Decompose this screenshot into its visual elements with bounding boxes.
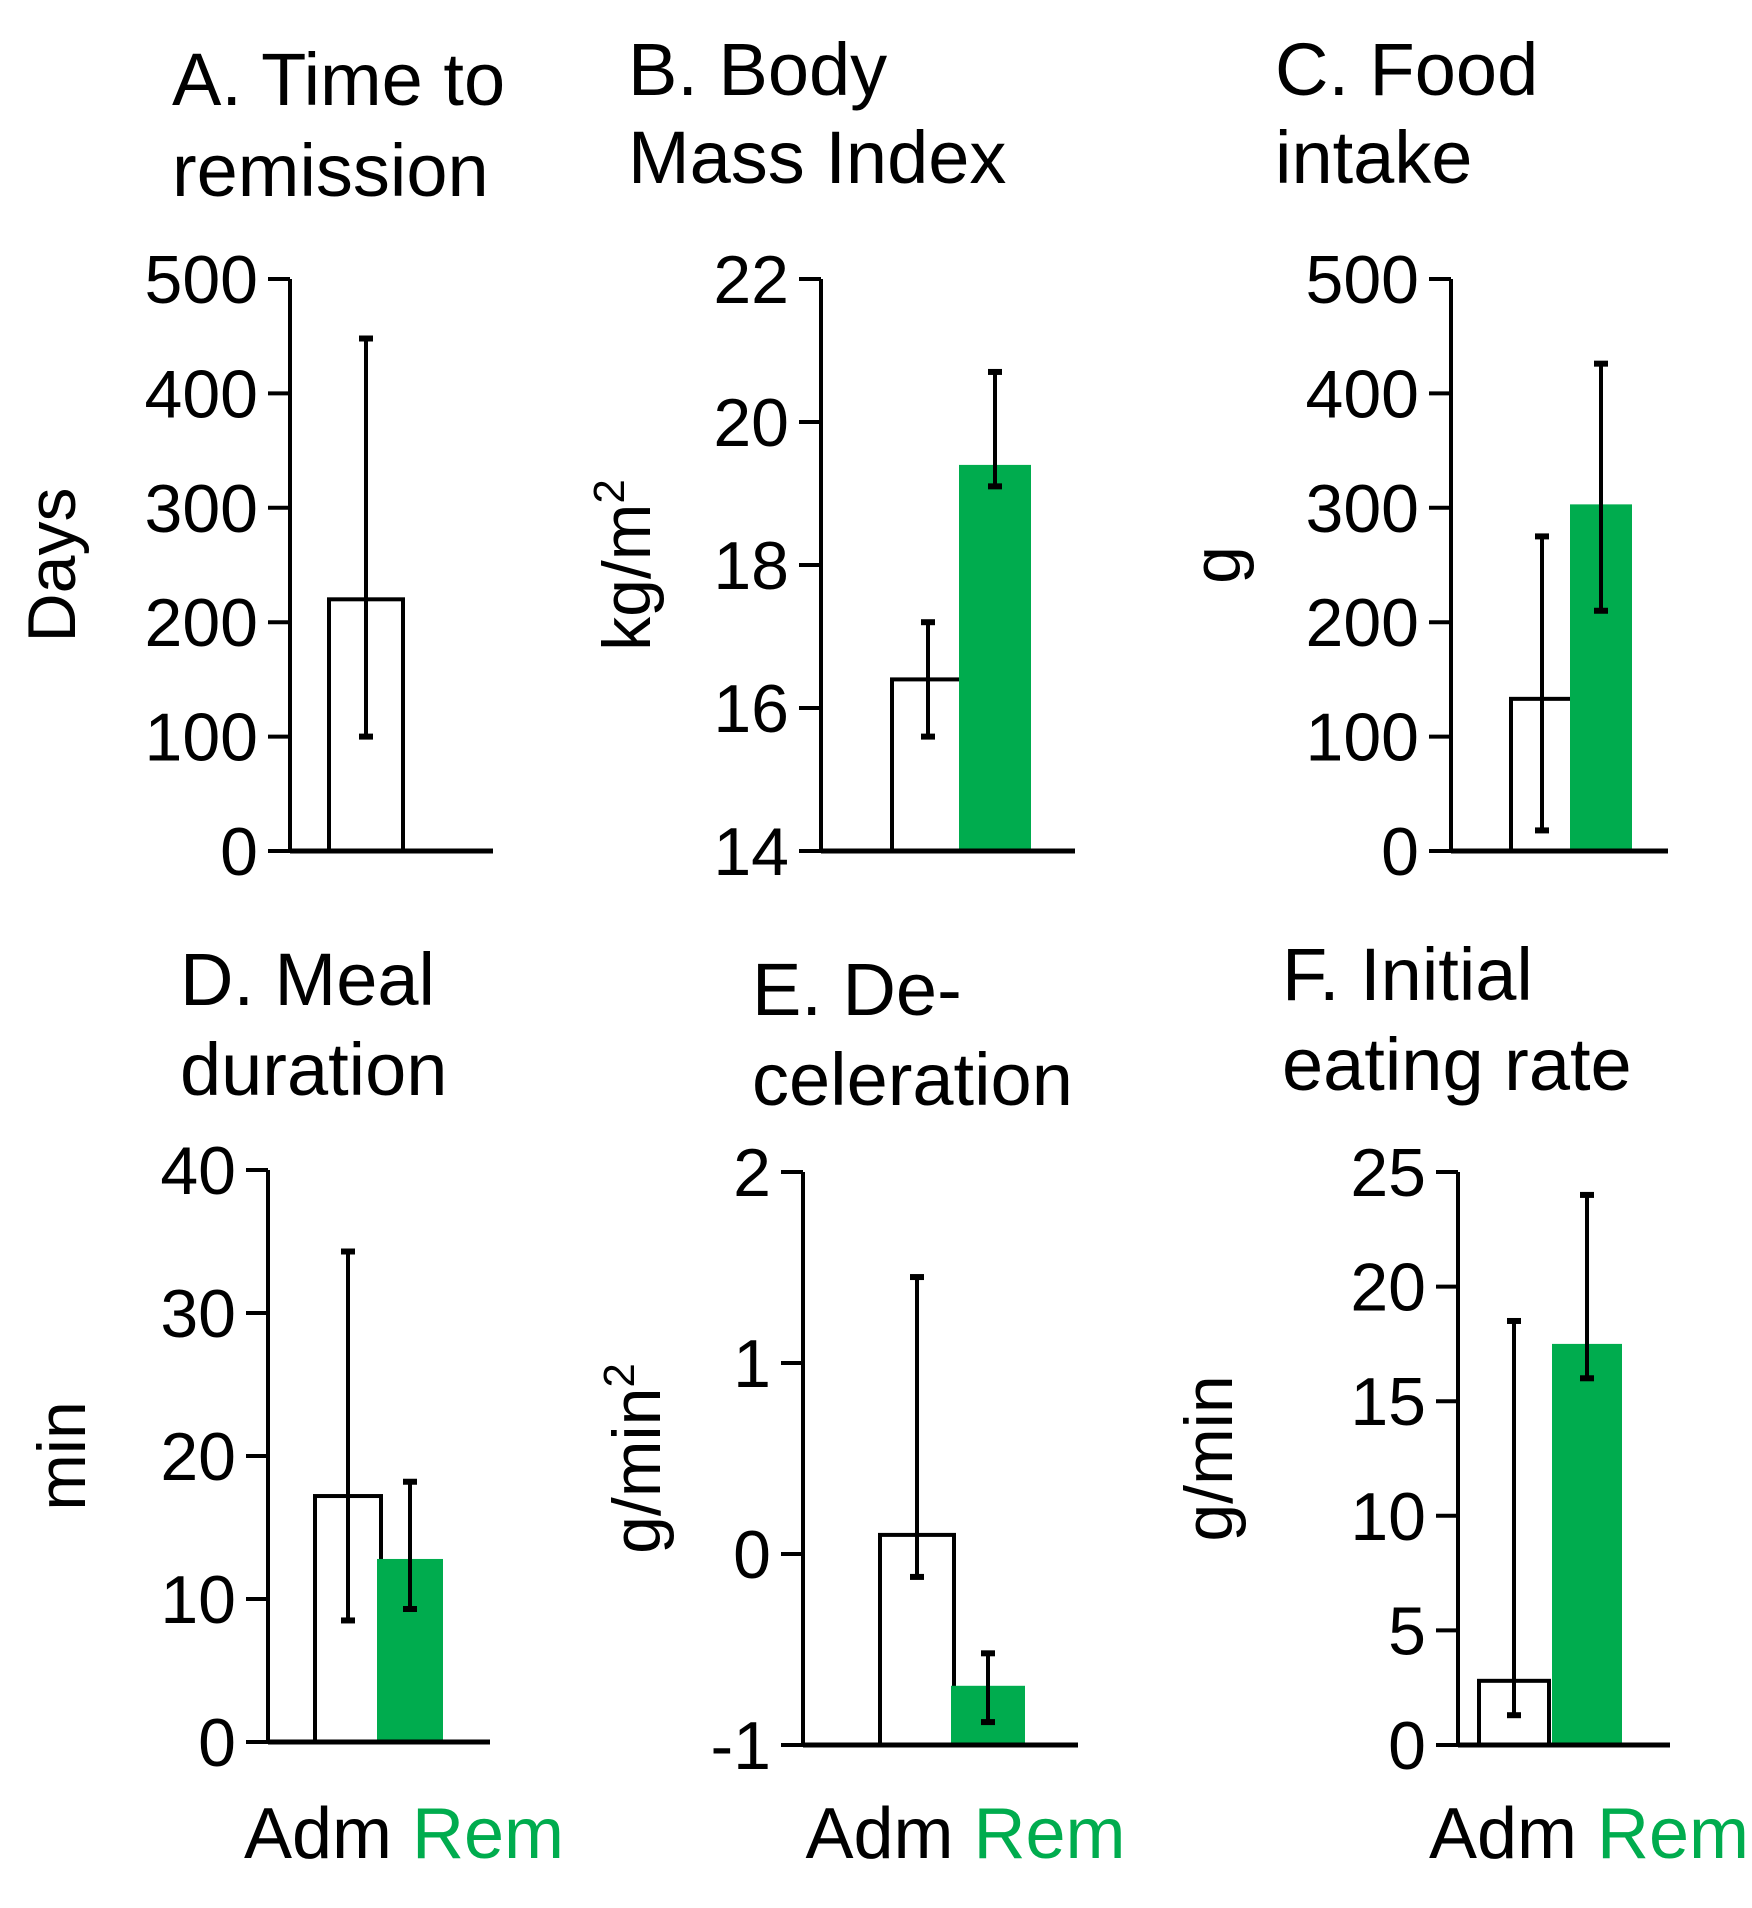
y-tick-label: 30 [160,1276,236,1352]
panel-title: E. De- [752,948,962,1031]
y-tick-label: 1 [733,1326,771,1402]
y-tick-label: 500 [1306,242,1419,318]
panel-title: duration [180,1028,447,1111]
y-tick-label: 200 [145,585,258,661]
panel-title: celeration [752,1038,1073,1121]
y-tick-label: 10 [160,1562,236,1638]
y-tick-label: 18 [713,528,789,604]
panel-title: F. Initial [1282,933,1533,1016]
y-tick-label: 100 [1306,700,1419,776]
y-tick-label: 400 [1306,356,1419,432]
y-tick-label: 14 [713,814,789,890]
y-tick-label: 40 [160,1133,236,1209]
panel-title: A. Time to [172,38,505,121]
y-tick-label: 20 [713,385,789,461]
y-tick-label: 16 [713,671,789,747]
group-labels: Adm Rem [244,1794,564,1874]
y-tick-label: 5 [1388,1593,1426,1669]
group-label-adm: Adm [244,1794,412,1874]
y-tick-label: 400 [145,356,258,432]
panel-title: eating rate [1282,1023,1632,1106]
panel-title: intake [1275,116,1472,199]
group-labels: Adm Rem [805,1794,1125,1874]
panel-title: B. Body [628,28,887,111]
panel-title: Mass Index [628,116,1006,199]
bar-rem [1552,1343,1622,1745]
y-axis-label: kg/m2 [585,479,665,651]
y-tick-label: 0 [1381,814,1419,890]
y-tick-label: 0 [220,814,258,890]
y-tick-label: 300 [1306,471,1419,547]
group-label-adm: Adm [1429,1794,1597,1874]
y-axis-label: Days [14,488,90,643]
y-tick-label: -1 [711,1708,771,1784]
y-tick-label: 10 [1350,1479,1426,1555]
group-label-rem: Rem [1597,1794,1749,1874]
y-tick-label: 100 [145,700,258,776]
y-tick-label: 20 [160,1419,236,1495]
panel-title: C. Food [1275,28,1538,111]
y-tick-label: 25 [1350,1135,1426,1211]
y-tick-label: 15 [1350,1364,1426,1440]
y-axis-label-superscript: 2 [585,479,634,503]
y-axis-label: g/min2 [595,1363,675,1554]
y-tick-label: 22 [713,242,789,318]
y-tick-label: 20 [1350,1250,1426,1326]
panel-title: remission [172,129,489,212]
y-tick-label: 0 [1388,1708,1426,1784]
panel-title: D. Meal [180,938,435,1021]
y-tick-label: 200 [1306,585,1419,661]
group-label-adm: Adm [805,1794,973,1874]
group-label-rem: Rem [974,1794,1126,1874]
group-labels: Adm Rem [1429,1794,1749,1874]
y-axis-label-superscript: 2 [595,1363,644,1387]
y-axis-label: g/min [1171,1375,1247,1541]
y-tick-label: 0 [198,1705,236,1781]
y-axis-label: min [24,1401,100,1511]
y-tick-label: 2 [733,1135,771,1211]
y-tick-label: 300 [145,471,258,547]
group-label-rem: Rem [412,1794,564,1874]
bar-rem [959,464,1031,851]
y-axis-label: g [1179,546,1255,584]
y-tick-label: 0 [733,1517,771,1593]
y-tick-label: 500 [145,242,258,318]
